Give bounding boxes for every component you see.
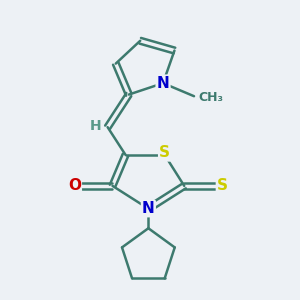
Text: H: H <box>89 118 101 133</box>
Text: CH₃: CH₃ <box>198 91 223 104</box>
Text: N: N <box>142 201 155 216</box>
Text: O: O <box>68 178 81 194</box>
Text: S: S <box>159 146 170 160</box>
Text: N: N <box>157 76 169 91</box>
Text: S: S <box>217 178 228 194</box>
